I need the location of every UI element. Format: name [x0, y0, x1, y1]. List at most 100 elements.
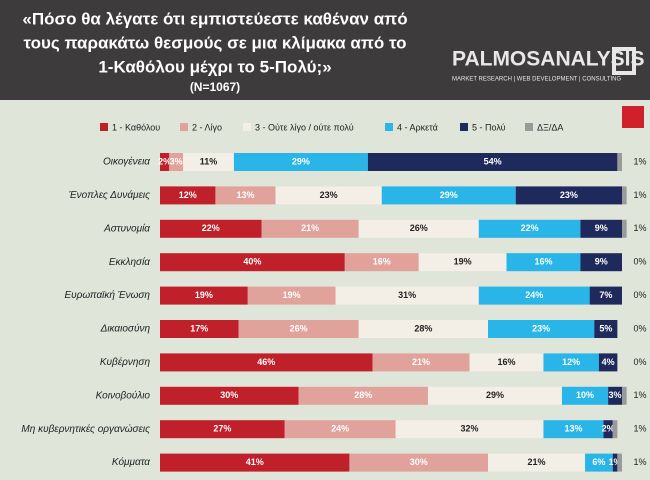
legend-marker: [100, 123, 108, 131]
value-label: 16%: [373, 257, 391, 267]
value-label: 41%: [246, 457, 264, 467]
value-label: 26%: [410, 223, 428, 233]
bar-segment: [589, 286, 622, 305]
value-label: 11%: [200, 156, 218, 166]
legend-marker: [180, 123, 188, 131]
category-label: Εκκλησία: [109, 256, 150, 268]
category-label: Ευρωπαϊκή Ένωση: [64, 289, 150, 301]
value-label: 0%: [633, 357, 646, 367]
subtitle: (N=1067): [190, 80, 240, 94]
value-label: 1%: [633, 390, 646, 400]
bar-segment: [358, 219, 479, 238]
bar-segment: [298, 386, 428, 405]
value-label: 28%: [414, 323, 432, 333]
value-label: 0%: [633, 323, 646, 333]
bar-segment: [488, 320, 595, 338]
value-label: 30%: [220, 390, 238, 400]
value-label: 4%: [602, 357, 615, 367]
bar-segment: [284, 420, 396, 439]
bar-segment: [233, 153, 368, 171]
bar-segment: [608, 386, 622, 405]
value-label: 12%: [562, 357, 580, 367]
category-label: Ένοπλες Δυνάμεις: [69, 189, 150, 201]
category-label: Αστυνομία: [103, 222, 150, 234]
legend-label: 4 - Αρκετά: [397, 122, 438, 132]
value-label: 1%: [609, 457, 622, 467]
category-label: Κόμματα: [112, 456, 150, 468]
bar-segment: [594, 320, 618, 338]
value-label: 23%: [320, 190, 338, 200]
legend-label: 5 - Πολύ: [472, 122, 506, 132]
value-label: 23%: [532, 323, 550, 333]
bar-segment: [372, 353, 470, 372]
legend-marker: [243, 123, 251, 131]
value-label: 7%: [599, 290, 612, 300]
value-label: 40%: [243, 257, 261, 267]
value-label: 32%: [461, 424, 479, 434]
bar-segment: [622, 386, 627, 405]
value-label: 16%: [497, 357, 515, 367]
value-label: 29%: [486, 390, 504, 400]
bar-segment: [580, 219, 622, 238]
bar-segment: [612, 453, 618, 472]
logo-name: PALMOSANALYSIS: [452, 48, 645, 71]
bar-segment: [160, 453, 350, 472]
value-label: 1%: [633, 457, 646, 467]
value-label: 1%: [633, 156, 646, 166]
bar-segment: [169, 153, 184, 171]
bar-segment: [160, 253, 345, 272]
value-label: 1%: [633, 424, 646, 434]
bar-segment: [381, 186, 516, 205]
header: [0, 0, 650, 100]
legend-marker: [525, 123, 533, 131]
bar-segment: [585, 453, 613, 472]
bar-segment: [617, 453, 622, 472]
legend-marker: [385, 123, 393, 131]
value-label: 28%: [354, 390, 372, 400]
value-label: 13%: [564, 424, 582, 434]
bar-segment: [580, 253, 622, 272]
bar-segment: [335, 286, 479, 305]
legend-label: 3 - Ούτε λίγο / ούτε πολύ: [255, 122, 354, 132]
bar-segment: [160, 286, 248, 305]
bar-segment: [261, 219, 359, 238]
bar-segment: [344, 253, 419, 272]
logo-icon: [612, 47, 636, 75]
value-label: 27%: [213, 424, 231, 434]
bar-segment: [488, 453, 586, 472]
bar-segment: [160, 420, 285, 439]
value-label: 22%: [521, 223, 539, 233]
bar-segment: [367, 153, 618, 171]
category-label: Κοινοβούλιο: [96, 389, 151, 401]
value-label: 16%: [534, 257, 552, 267]
bar-segment: [478, 286, 590, 305]
value-label: 24%: [331, 424, 349, 434]
bar-segment: [160, 386, 299, 405]
value-label: 5%: [599, 323, 612, 333]
bar-segment: [160, 320, 239, 338]
value-label: 21%: [412, 357, 430, 367]
bar-segment: [622, 219, 627, 238]
bar-segment: [506, 253, 581, 272]
value-label: 21%: [301, 223, 319, 233]
value-label: 30%: [410, 457, 428, 467]
value-label: 23%: [560, 190, 578, 200]
bar-segment: [238, 320, 359, 338]
value-label: 9%: [595, 257, 608, 267]
value-label: 21%: [528, 457, 546, 467]
bar-segment: [358, 320, 489, 338]
bar-segment: [478, 219, 581, 238]
value-label: 29%: [292, 156, 310, 166]
bar-segment: [247, 286, 336, 305]
value-label: 3%: [609, 390, 622, 400]
category-label: Κυβέρνηση: [100, 356, 151, 368]
value-label: 2%: [602, 424, 615, 434]
bar-segment: [160, 186, 216, 205]
chart-title: 1-Καθόλου μέχρι το 5-Πολύ;»: [98, 57, 331, 76]
bar-segment: [183, 153, 234, 171]
bar-segment: [418, 253, 507, 272]
value-label: 1%: [633, 223, 646, 233]
value-label: 2%: [158, 156, 171, 166]
